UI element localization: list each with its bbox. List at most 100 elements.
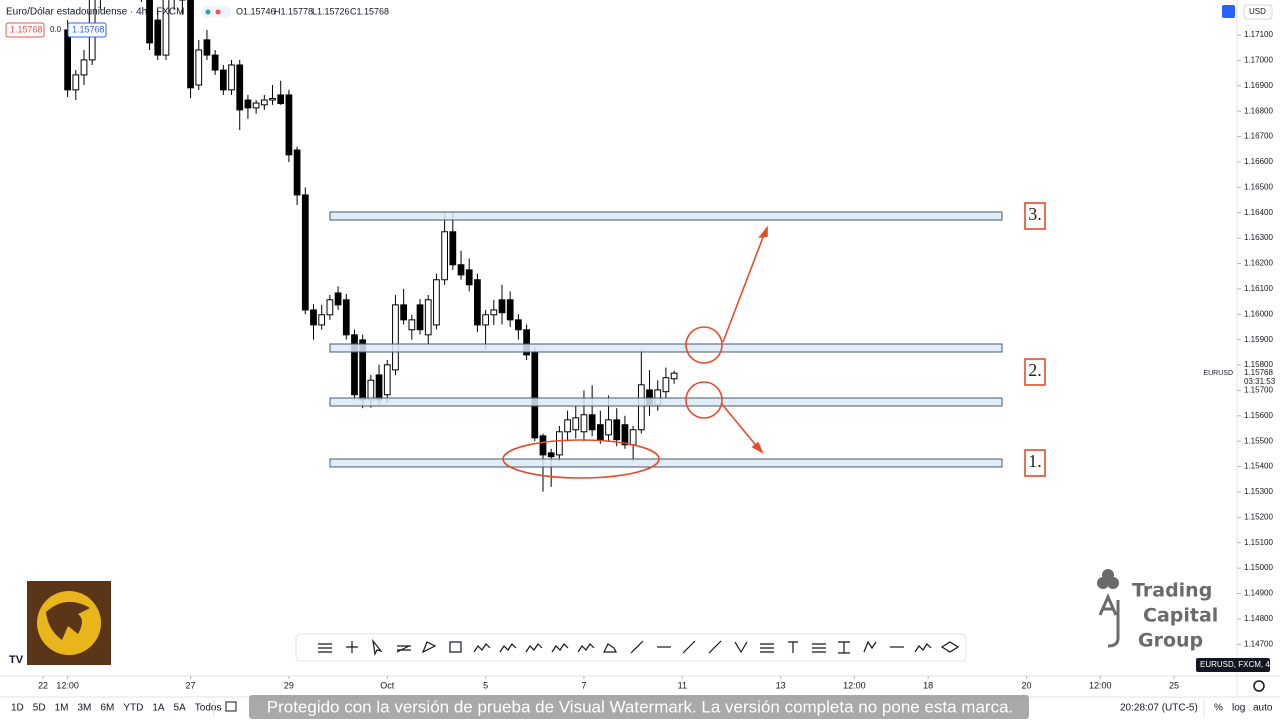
candle-body[interactable] <box>318 314 326 326</box>
candle-body[interactable] <box>195 49 203 86</box>
candle-body[interactable] <box>547 452 555 458</box>
candle-body[interactable] <box>670 372 678 380</box>
candle-body[interactable] <box>408 319 416 331</box>
candle-body[interactable] <box>523 329 530 356</box>
candle-body[interactable] <box>441 231 448 281</box>
candle-body[interactable] <box>621 424 629 446</box>
y-tick-label: 1.15100 <box>1244 538 1273 547</box>
calendar-icon[interactable] <box>225 701 237 712</box>
candle-body[interactable] <box>64 29 71 91</box>
candle-body[interactable] <box>572 417 580 431</box>
candle-body[interactable] <box>162 0 170 56</box>
candle-body[interactable] <box>301 194 309 311</box>
sell-button[interactable] <box>5 22 45 38</box>
range-button[interactable]: 1A <box>152 703 165 714</box>
ohlc-low: L1.15726 <box>312 6 350 16</box>
candle-body[interactable] <box>392 304 399 371</box>
candle-body[interactable] <box>277 94 285 105</box>
candle-body[interactable] <box>482 314 489 326</box>
candle-body[interactable] <box>326 299 334 316</box>
candle-body[interactable] <box>400 304 408 321</box>
range-button[interactable]: 5A <box>174 703 187 714</box>
candle-body[interactable] <box>416 304 424 331</box>
candle-body[interactable] <box>596 424 604 441</box>
candle-body[interactable] <box>236 64 244 111</box>
arrow-head <box>758 225 768 239</box>
candle-body[interactable] <box>539 435 547 456</box>
range-button[interactable]: 1M <box>55 703 69 714</box>
range-button[interactable]: 1D <box>11 703 24 714</box>
range-button[interactable]: 5D <box>33 703 46 714</box>
sell-price[interactable]: 1.15768 <box>10 24 43 34</box>
y-tick-label: 1.15200 <box>1244 512 1273 521</box>
candle-body[interactable] <box>424 299 432 336</box>
candle-body[interactable] <box>293 149 301 196</box>
settings-icon[interactable] <box>1253 680 1265 692</box>
candle-body[interactable] <box>555 431 563 456</box>
candle-body[interactable] <box>506 299 514 321</box>
button[interactable] <box>1222 5 1235 18</box>
candle-body[interactable] <box>80 59 88 76</box>
candle-body[interactable] <box>351 334 358 396</box>
candle-body[interactable] <box>367 379 375 401</box>
percent-toggle[interactable]: % <box>1214 703 1223 714</box>
candle-body[interactable] <box>154 19 162 56</box>
candle-body[interactable] <box>465 269 473 286</box>
candle-body[interactable] <box>613 419 621 441</box>
candle-body[interactable] <box>260 99 268 106</box>
range-button[interactable]: 6M <box>100 703 114 714</box>
zone[interactable] <box>329 458 1003 468</box>
candle-body[interactable] <box>383 364 391 396</box>
range-button[interactable]: 3M <box>78 703 92 714</box>
candle-body[interactable] <box>457 264 465 276</box>
ohlc-high: H1.15778 <box>274 6 313 16</box>
candle-body[interactable] <box>72 74 80 91</box>
currency[interactable]: USD <box>1249 7 1266 16</box>
candle-body[interactable] <box>310 309 317 326</box>
toolbar-icons[interactable] <box>318 638 960 656</box>
y-tick-label: 1.16900 <box>1244 81 1273 90</box>
zone[interactable] <box>329 397 1003 407</box>
candle-body[interactable] <box>449 231 457 266</box>
candle-body[interactable] <box>334 292 342 306</box>
candle-body[interactable] <box>490 309 498 316</box>
zone[interactable] <box>329 211 1003 221</box>
buy-price[interactable]: 1.15768 <box>72 24 105 34</box>
candle-body[interactable] <box>203 39 211 56</box>
candle-body[interactable] <box>375 374 383 401</box>
candle-body[interactable] <box>498 299 506 314</box>
zone[interactable] <box>329 343 1003 353</box>
candle-body[interactable] <box>211 54 219 71</box>
y-tick-label: 1.15700 <box>1244 386 1273 395</box>
currency-select[interactable] <box>1243 4 1273 20</box>
candle-body[interactable] <box>629 429 637 446</box>
candle-body[interactable] <box>342 299 350 336</box>
candle-body[interactable] <box>219 69 227 91</box>
range-button[interactable]: YTD <box>123 703 143 714</box>
candle-body[interactable] <box>515 319 522 331</box>
x-tick-label: 12:00 <box>56 680 79 690</box>
range-button[interactable]: Todos <box>195 703 222 714</box>
candle-body[interactable] <box>637 384 645 431</box>
candle-body[interactable] <box>146 0 153 44</box>
candle-body[interactable] <box>531 351 539 439</box>
candle-body[interactable] <box>244 99 252 109</box>
candle-body[interactable] <box>580 414 588 433</box>
candle-body[interactable] <box>252 102 260 109</box>
auto-toggle[interactable]: auto <box>1253 703 1273 714</box>
candle-body[interactable] <box>285 94 293 156</box>
candle-body[interactable] <box>187 0 194 89</box>
log-toggle[interactable]: log <box>1232 703 1245 714</box>
candle-body[interactable] <box>605 419 612 436</box>
candle-body[interactable] <box>228 64 235 91</box>
candle-body[interactable] <box>269 97 276 101</box>
candle-body[interactable] <box>588 414 596 431</box>
candle-body[interactable] <box>564 419 571 433</box>
candle-body[interactable] <box>662 377 670 393</box>
candle-body[interactable] <box>474 279 481 326</box>
y-tick-label: 1.14800 <box>1244 614 1273 623</box>
candle-body[interactable] <box>433 279 440 326</box>
symbol-title[interactable]: Euro/Dólar estadounidense · 4h · FXCM <box>6 7 184 18</box>
price-tag-price: 1.15768 <box>1244 368 1273 377</box>
buy-button[interactable] <box>67 22 107 38</box>
